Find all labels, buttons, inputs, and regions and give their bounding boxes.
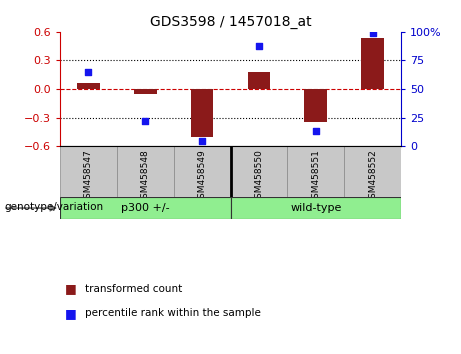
Text: p300 +/-: p300 +/-	[121, 203, 170, 213]
Bar	[134, 89, 157, 94]
Bar	[191, 89, 213, 137]
Point	[312, 129, 319, 134]
Bar	[77, 83, 100, 89]
Bar	[60, 146, 117, 196]
Text: GSM458550: GSM458550	[254, 149, 263, 204]
Point	[369, 30, 376, 36]
Text: GSM458549: GSM458549	[198, 149, 207, 204]
Point	[85, 69, 92, 75]
Text: genotype/variation: genotype/variation	[5, 202, 104, 212]
Bar	[117, 146, 174, 196]
Bar	[287, 146, 344, 196]
Text: ■: ■	[65, 307, 76, 320]
Point	[142, 118, 149, 124]
Bar	[344, 146, 401, 196]
Bar	[361, 38, 384, 89]
Bar	[248, 72, 270, 89]
Text: wild-type: wild-type	[290, 203, 342, 213]
Bar	[230, 196, 401, 219]
Text: percentile rank within the sample: percentile rank within the sample	[85, 308, 261, 318]
Bar	[60, 196, 230, 219]
Title: GDS3598 / 1457018_at: GDS3598 / 1457018_at	[150, 16, 311, 29]
Bar	[174, 146, 230, 196]
Text: transformed count: transformed count	[85, 284, 183, 293]
Point	[198, 138, 206, 143]
Bar	[230, 146, 287, 196]
Text: GSM458552: GSM458552	[368, 149, 377, 204]
Bar	[304, 89, 327, 122]
Text: ■: ■	[65, 282, 76, 295]
Text: GSM458547: GSM458547	[84, 149, 93, 204]
Text: GSM458548: GSM458548	[141, 149, 150, 204]
Point	[255, 43, 263, 48]
Text: GSM458551: GSM458551	[311, 149, 320, 204]
